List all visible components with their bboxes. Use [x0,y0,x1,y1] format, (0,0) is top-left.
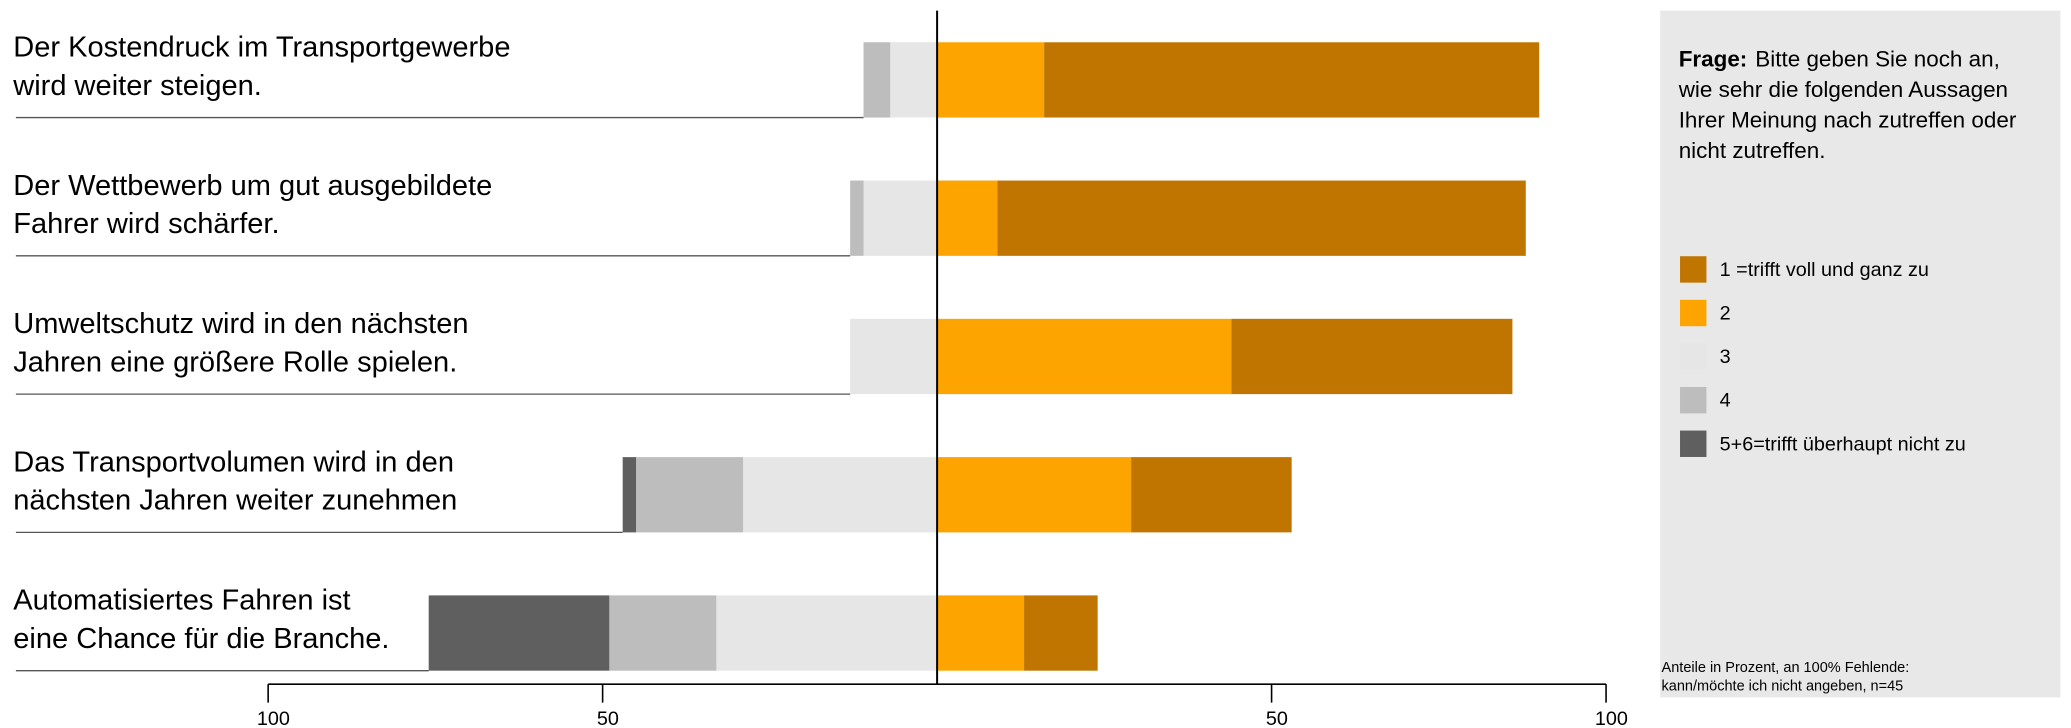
bar-segment [850,180,864,256]
question-text: Bitte geben Sie noch an, [1755,47,2000,72]
category-label: Jahren eine größere Rolle spielen. [13,346,457,378]
category-label: wird weiter steigen. [12,70,262,102]
bar-segment [743,457,938,533]
x-tick-label: 100 [1595,708,1628,728]
bar-segment [937,318,1232,395]
bar-segment [997,180,1526,256]
x-tick-label: 50 [1266,708,1288,728]
legend-swatch [1680,386,1707,414]
category-label: Das Transportvolumen wird in den [13,446,454,478]
legend-label: 5+6=trifft überhaupt nicht zu [1720,433,1966,455]
bar-segment [937,180,998,256]
bar-segment [622,457,637,533]
bar-segment [890,42,938,118]
side-panel [1660,10,2061,698]
bar-segment [937,457,1132,533]
bar-segment [428,595,610,671]
category-label: Der Wettbewerb um gut ausgebildete [13,170,492,202]
bar-segment [937,595,1025,671]
category-label: Umweltschutz wird in den nächsten [13,308,468,340]
footnote: Anteile in Prozent, an 100% Fehlende: [1662,660,1910,676]
bar-segment [609,595,717,671]
bar-segment [1131,457,1292,533]
bar-segment [1231,318,1513,395]
legend-label: 2 [1720,303,1731,325]
bar-segment [1024,595,1098,671]
legend-swatch [1680,256,1707,283]
legend-swatch [1680,299,1707,327]
bar-segment [716,595,938,671]
legend-label: 4 [1720,390,1731,412]
x-tick-label: 50 [597,708,619,728]
category-label: Fahrer wird schärfer. [13,208,279,240]
legend-label: 3 [1720,346,1731,368]
bar-segment [850,318,938,395]
category-label: nächsten Jahren weiter zunehmen [13,485,457,517]
category-label: Der Kostendruck im Transportgewerbe [13,32,510,64]
footnote: kann/möchte ich nicht angeben, n=45 [1662,679,1904,695]
question-text: Ihrer Meinung nach zutreffen oder [1679,107,2017,132]
bar-segment [863,42,891,118]
question-label: Frage: [1679,47,1748,72]
legend-label: 1 =trifft voll und ganz zu [1720,259,1929,281]
question-text: nicht zutreffen. [1679,138,1826,163]
legend-swatch [1680,430,1707,457]
bar-segment [937,42,1045,118]
bar-segment [863,180,938,256]
legend-swatch [1680,343,1707,370]
x-tick-label: 100 [257,708,290,728]
question-text: wie sehr die folgenden Aussagen [1678,77,2008,102]
bar-segment [1044,42,1540,118]
category-label: Automatisiertes Fahren ist [13,585,350,617]
bar-segment [636,457,744,533]
category-label: eine Chance für die Branche. [13,623,389,655]
